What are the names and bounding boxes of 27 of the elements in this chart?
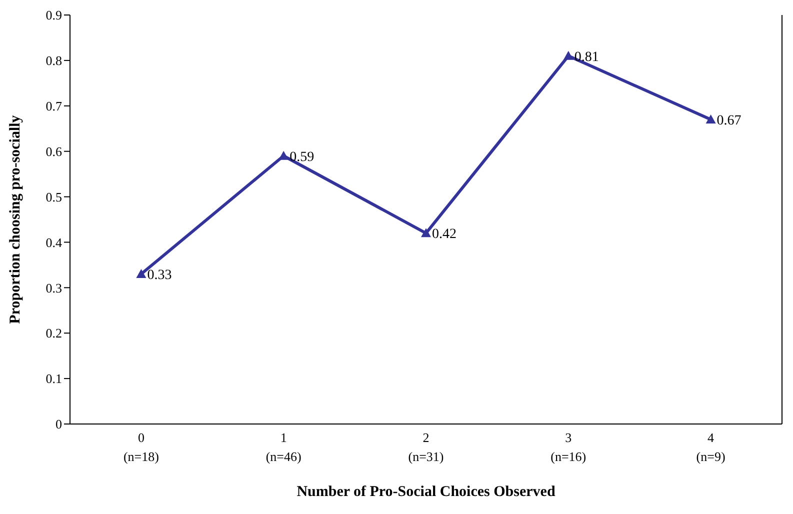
x-tick-label: 0 (n=18) (123, 430, 159, 464)
y-tick-label: 0 (56, 416, 62, 432)
y-tick-label: 0.1 (46, 371, 62, 386)
x-tick-label: 1 (n=46) (266, 430, 302, 464)
y-tick-label: 0.3 (46, 280, 62, 296)
data-label: 0.33 (147, 268, 172, 284)
y-tick-label: 0.7 (46, 98, 62, 114)
x-tick-label: 4 (n=9) (696, 430, 726, 464)
point (278, 150, 289, 160)
data-label: 0.42 (432, 227, 456, 242)
data-label: 0.81 (574, 50, 599, 65)
data-label: 0.59 (290, 150, 314, 165)
y-tick-label: 0.4 (46, 234, 62, 250)
point (421, 228, 431, 238)
y-tick-label: 0.8 (46, 53, 62, 68)
y-axis-title: Proportion choosing pro-socially (7, 114, 24, 324)
x-axis-title: Number of Pro-Social Choices Observed (296, 484, 556, 500)
point (706, 114, 716, 124)
point (136, 269, 146, 278)
x-tick-label: 3 (n=16) (550, 430, 586, 464)
y-tick-label: 0.6 (46, 144, 62, 159)
y-tick-label: 0.9 (46, 8, 62, 23)
point (563, 50, 574, 60)
data-label: 0.67 (716, 113, 742, 128)
y-tick-label: 0.5 (46, 189, 62, 204)
y-tick-label: 0.2 (46, 326, 62, 341)
x-tick-label: 2 (n=31) (408, 430, 444, 464)
